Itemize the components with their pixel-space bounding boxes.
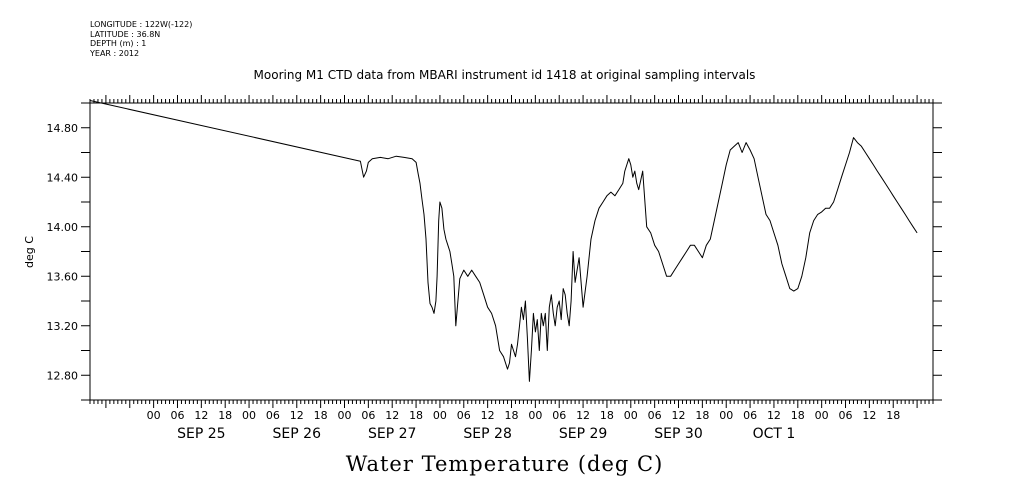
x-hour-label: 18 xyxy=(218,409,232,422)
x-date-label: SEP 27 xyxy=(368,426,416,442)
x-hour-label: 06 xyxy=(648,409,662,422)
x-hour-label: 18 xyxy=(505,409,519,422)
x-hour-label: 00 xyxy=(719,409,733,422)
x-hour-label: 06 xyxy=(361,409,375,422)
y-tick-label: 12.80 xyxy=(47,369,79,382)
y-tick-label: 13.60 xyxy=(47,270,79,283)
x-hour-label: 00 xyxy=(242,409,256,422)
x-date-label: SEP 28 xyxy=(463,426,511,442)
longitude-label: LONGITUDE : 122W(-122) xyxy=(90,20,193,29)
x-hour-label: 06 xyxy=(170,409,184,422)
x-hour-label: 12 xyxy=(481,409,495,422)
x-hour-label: 18 xyxy=(886,409,900,422)
y-tick-label: 14.00 xyxy=(47,221,79,234)
y-tick-label: 14.80 xyxy=(47,122,79,135)
year-label: YEAR : 2012 xyxy=(90,48,140,58)
x-hour-label: 18 xyxy=(695,409,709,422)
metadata-block: LONGITUDE : 122W(-122) LATITUDE : 36.8N … xyxy=(90,20,192,58)
x-date-label: SEP 25 xyxy=(177,426,225,442)
x-hour-label: 12 xyxy=(576,409,590,422)
y-tick-label: 13.20 xyxy=(47,320,79,333)
y-axis-label: deg C xyxy=(23,236,36,268)
series-line xyxy=(89,100,918,382)
x-hour-label: 12 xyxy=(290,409,304,422)
x-date-label: SEP 26 xyxy=(273,426,322,442)
x-hour-label: 06 xyxy=(552,409,566,422)
x-date-label: SEP 29 xyxy=(559,426,607,442)
x-hour-label: 18 xyxy=(314,409,328,422)
x-hour-label: 18 xyxy=(600,409,614,422)
x-hour-label: 00 xyxy=(433,409,447,422)
x-hour-label: 00 xyxy=(624,409,638,422)
x-hour-label: 00 xyxy=(337,409,351,422)
x-hour-label: 18 xyxy=(791,409,805,422)
x-hour-label: 06 xyxy=(457,409,471,422)
x-hour-label: 12 xyxy=(862,409,876,422)
x-hour-label: 12 xyxy=(385,409,399,422)
y-axis: 12.80 13.20 13.60 14.00 14.40 14.80 xyxy=(47,102,942,401)
y-tick-label: 14.40 xyxy=(47,171,79,184)
x-hour-label: 00 xyxy=(147,409,161,422)
chart-title: Mooring M1 CTD data from MBARI instrumen… xyxy=(253,68,756,82)
x-axis-label: Water Temperature (deg C) xyxy=(345,452,664,476)
x-hour-label: 06 xyxy=(743,409,757,422)
x-hour-label: 00 xyxy=(815,409,829,422)
x-axis: 00 06 12 18 00 06 12 18 00 06 12 18 00 06 12 18 00 06 12 18… xyxy=(89,95,934,442)
x-hour-label: 18 xyxy=(409,409,423,422)
x-hour-label: 12 xyxy=(767,409,781,422)
x-date-label: OCT 1 xyxy=(753,426,796,442)
x-hour-label: 12 xyxy=(194,409,208,422)
x-hour-label: 06 xyxy=(266,409,280,422)
latitude-label: LATITUDE : 36.8N xyxy=(90,29,161,39)
x-hour-label: 12 xyxy=(672,409,686,422)
x-hour-label: 00 xyxy=(528,409,542,422)
depth-label: DEPTH (m) : 1 xyxy=(90,39,147,48)
x-hour-label: 06 xyxy=(839,409,853,422)
series-group xyxy=(89,100,918,382)
x-date-label: SEP 30 xyxy=(654,426,702,442)
